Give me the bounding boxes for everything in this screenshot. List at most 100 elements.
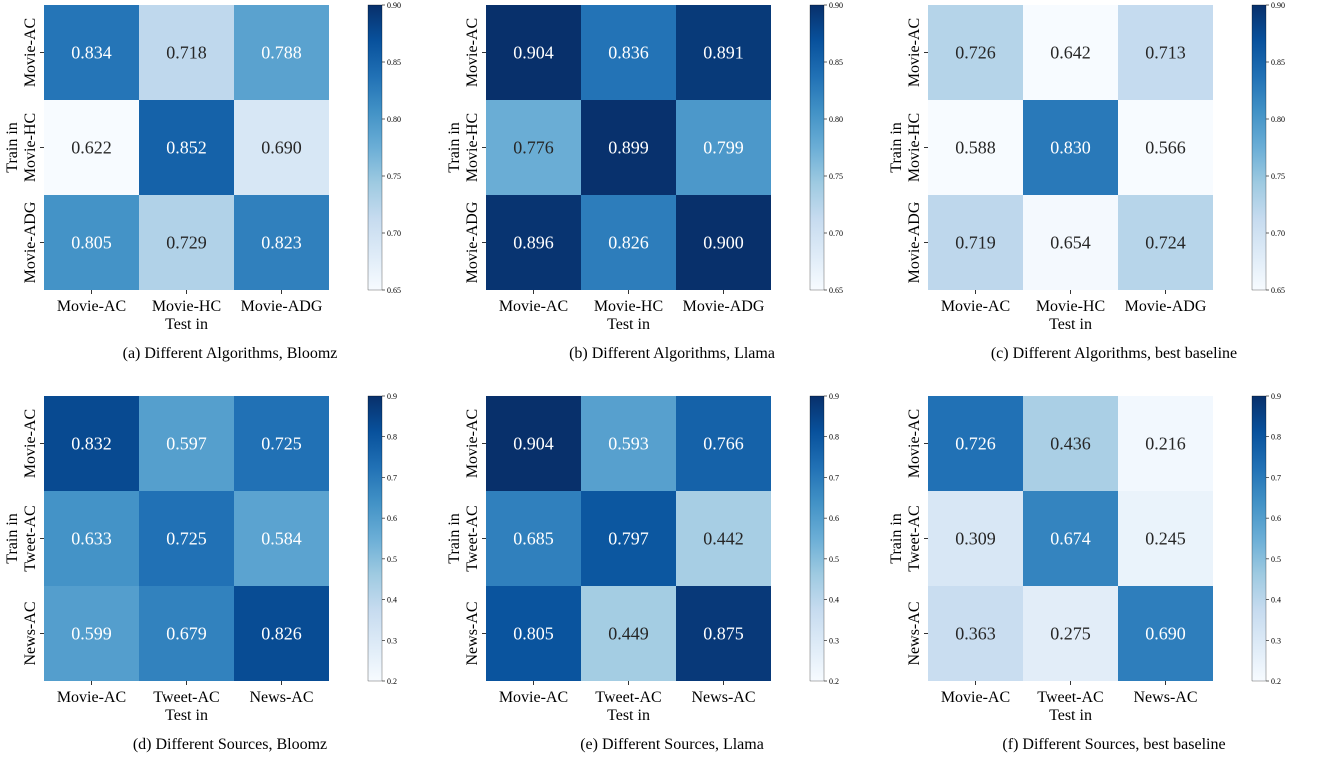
heatmap-cell bbox=[486, 5, 581, 100]
figure-caption: (f) Different Sources, best baseline bbox=[1002, 736, 1225, 753]
x-tick-label: Movie-AC bbox=[941, 298, 1010, 315]
cell-value-label: 0.216 bbox=[1145, 434, 1186, 454]
heatmap-cell bbox=[234, 491, 329, 586]
cell-value-label: 0.597 bbox=[166, 434, 207, 454]
colorbar bbox=[367, 4, 383, 291]
cell-value-label: 0.826 bbox=[608, 233, 649, 253]
colorbar-tick-label: 0.90 bbox=[387, 1, 401, 10]
x-tick-label: Tweet-AC bbox=[153, 689, 219, 706]
heatmap-cell bbox=[1118, 491, 1213, 586]
x-tick-label: News-AC bbox=[1134, 689, 1198, 706]
y-tick-label: Movie-ADG bbox=[22, 201, 39, 283]
cell-value-label: 0.309 bbox=[955, 529, 996, 549]
cell-value-label: 0.718 bbox=[166, 43, 207, 63]
heatmap-cell bbox=[486, 100, 581, 195]
colorbar-tick-label: 0.5 bbox=[387, 555, 397, 564]
y-tick-label: News-AC bbox=[906, 602, 923, 666]
figure-caption: (e) Different Sources, Llama bbox=[580, 736, 764, 753]
heatmap-cell bbox=[928, 100, 1023, 195]
y-axis-title: Train in bbox=[4, 122, 21, 173]
y-tick-label: Tweet-AC bbox=[22, 505, 39, 571]
heatmap-cell bbox=[581, 491, 676, 586]
colorbar-tick-label: 0.4 bbox=[387, 596, 397, 605]
heatmap-panel-d: 0.832 0.597 0.725 0.633 0.725 0.584 0.599 0.679… bbox=[4, 392, 397, 753]
y-tick-label: Movie-ADG bbox=[906, 201, 923, 283]
colorbar bbox=[809, 4, 825, 291]
cell-value-label: 0.679 bbox=[166, 624, 207, 644]
cell-value-label: 0.690 bbox=[261, 138, 302, 158]
heatmap-cell bbox=[676, 5, 771, 100]
heatmap-cell bbox=[676, 396, 771, 491]
colorbar-tick-label: 0.6 bbox=[387, 514, 397, 523]
heatmap-cell bbox=[234, 586, 329, 681]
colorbar-tick-label: 0.8 bbox=[1271, 433, 1281, 442]
colorbar-tick-label: 0.70 bbox=[387, 229, 401, 238]
heatmap-cell bbox=[928, 491, 1023, 586]
cell-value-label: 0.724 bbox=[1145, 233, 1186, 253]
heatmap-cell bbox=[676, 195, 771, 290]
x-axis-title: Test in bbox=[1049, 316, 1092, 333]
colorbar-tick-label: 0.5 bbox=[829, 555, 839, 564]
heatmap-cell bbox=[928, 396, 1023, 491]
cell-value-label: 0.593 bbox=[608, 434, 649, 454]
x-tick-label: Movie-HC bbox=[1036, 298, 1105, 315]
heatmap-panel-c: 0.726 0.642 0.713 0.588 0.830 0.566 0.719 0.654… bbox=[888, 1, 1285, 362]
heatmap-cell bbox=[486, 195, 581, 290]
cell-value-label: 0.642 bbox=[1050, 43, 1091, 63]
cell-value-label: 0.729 bbox=[166, 233, 207, 253]
cell-value-label: 0.896 bbox=[513, 233, 554, 253]
cell-value-label: 0.891 bbox=[703, 43, 744, 63]
x-tick-label: Tweet-AC bbox=[1037, 689, 1103, 706]
x-tick-label: News-AC bbox=[692, 689, 756, 706]
figure-caption: (c) Different Algorithms, best baseline bbox=[991, 345, 1237, 362]
y-tick-label: Movie-AC bbox=[22, 409, 39, 478]
heatmap-cell bbox=[486, 396, 581, 491]
y-axis-title: Train in bbox=[4, 513, 21, 564]
x-axis-title: Test in bbox=[607, 707, 650, 724]
heatmap-cell bbox=[1118, 100, 1213, 195]
x-tick-label: Movie-ADG bbox=[241, 298, 323, 315]
cell-value-label: 0.633 bbox=[71, 529, 112, 549]
colorbar-tick-label: 0.4 bbox=[829, 596, 839, 605]
cell-value-label: 0.442 bbox=[703, 529, 744, 549]
x-tick-label: Movie-AC bbox=[499, 689, 568, 706]
cell-value-label: 0.904 bbox=[513, 43, 554, 63]
cell-value-label: 0.275 bbox=[1050, 624, 1091, 644]
heatmap-cell bbox=[234, 396, 329, 491]
y-tick-label: Movie-AC bbox=[22, 18, 39, 87]
colorbar-tick-label: 0.70 bbox=[829, 229, 843, 238]
colorbar-tick-label: 0.90 bbox=[829, 1, 843, 10]
x-tick-label: News-AC bbox=[250, 689, 314, 706]
cell-value-label: 0.690 bbox=[1145, 624, 1186, 644]
cell-value-label: 0.834 bbox=[71, 43, 112, 63]
heatmap-cell bbox=[44, 586, 139, 681]
cell-value-label: 0.566 bbox=[1145, 138, 1186, 158]
colorbar-tick-label: 0.9 bbox=[1271, 392, 1281, 401]
colorbar-tick-label: 0.70 bbox=[1271, 229, 1285, 238]
figure-caption: (b) Different Algorithms, Llama bbox=[569, 345, 775, 362]
heatmap-cell bbox=[44, 491, 139, 586]
cell-value-label: 0.823 bbox=[261, 233, 302, 253]
heatmap-cell bbox=[234, 195, 329, 290]
colorbar bbox=[1251, 395, 1267, 682]
cell-value-label: 0.899 bbox=[608, 138, 649, 158]
colorbar-tick-label: 0.65 bbox=[387, 286, 401, 295]
cell-value-label: 0.588 bbox=[955, 138, 996, 158]
heatmap-cell bbox=[139, 100, 234, 195]
colorbar-tick-label: 0.85 bbox=[829, 58, 843, 67]
y-tick-label: Movie-AC bbox=[464, 409, 481, 478]
cell-value-label: 0.830 bbox=[1050, 138, 1091, 158]
cell-value-label: 0.713 bbox=[1145, 43, 1186, 63]
x-tick-label: Movie-AC bbox=[57, 689, 126, 706]
y-axis-title: Train in bbox=[446, 513, 463, 564]
heatmap-cell bbox=[139, 491, 234, 586]
colorbar-tick-label: 0.2 bbox=[387, 677, 397, 686]
colorbar-tick-label: 0.8 bbox=[829, 433, 839, 442]
cell-value-label: 0.584 bbox=[261, 529, 302, 549]
y-tick-label: Movie-AC bbox=[464, 18, 481, 87]
heatmap-cell bbox=[1023, 396, 1118, 491]
colorbar-tick-label: 0.85 bbox=[387, 58, 401, 67]
heatmap-panel-e: 0.904 0.593 0.766 0.685 0.797 0.442 0.805 0.449… bbox=[446, 392, 839, 753]
y-tick-label: Movie-AC bbox=[906, 18, 923, 87]
x-axis-title: Test in bbox=[1049, 707, 1092, 724]
